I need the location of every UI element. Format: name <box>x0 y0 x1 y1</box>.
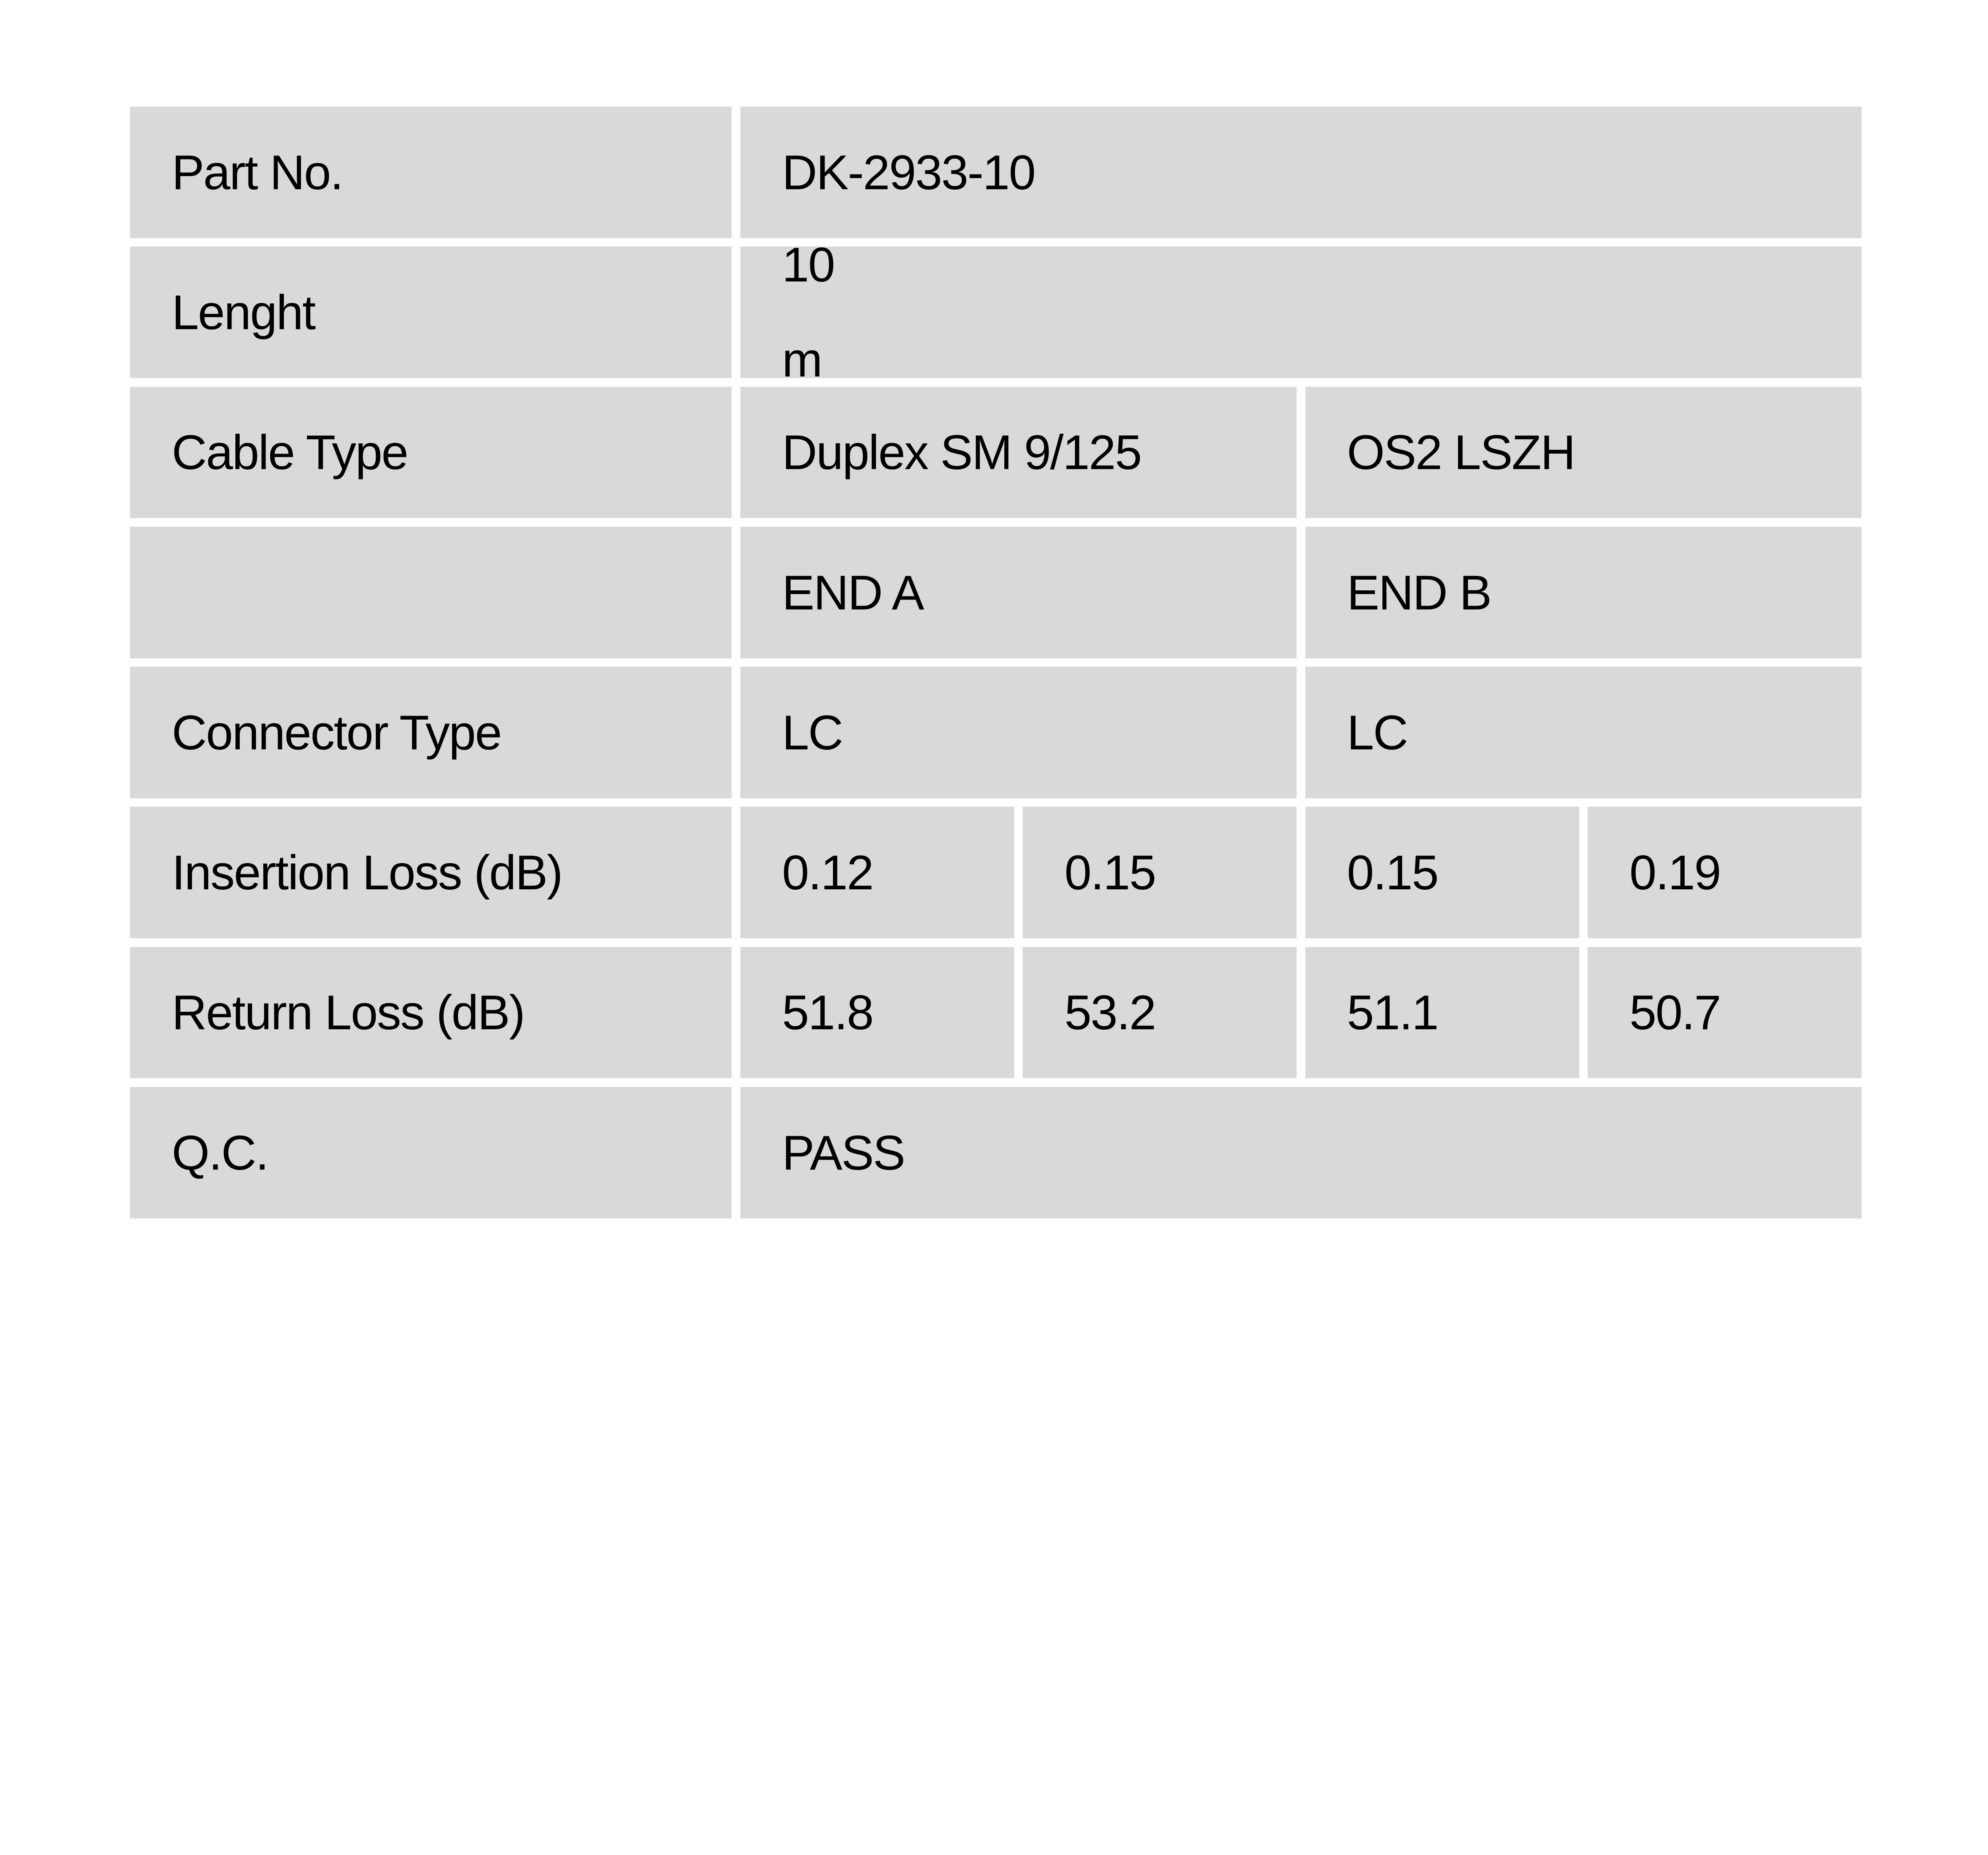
value-insertion-loss-b1: 0.15 <box>1305 807 1579 938</box>
spec-table: Part No. DK-2933-10 Lenght 10 m Cable Ty… <box>130 107 1862 1219</box>
label-qc: Q.C. <box>130 1087 732 1219</box>
label-connector-type: Connector Type <box>130 667 732 798</box>
label-cable-type: Cable Type <box>130 386 732 518</box>
value-part-no: DK-2933-10 <box>740 107 1862 238</box>
label-part-no: Part No. <box>130 107 732 238</box>
value-qc-status: PASS <box>740 1087 1862 1219</box>
value-connector-end-a: LC <box>740 667 1297 798</box>
value-return-loss-a1: 51.8 <box>740 947 1014 1079</box>
header-end-b: END B <box>1305 526 1862 658</box>
value-cable-type-left: Duplex SM 9/125 <box>740 386 1297 518</box>
value-insertion-loss-b2: 0.19 <box>1588 807 1862 938</box>
value-insertion-loss-a2: 0.15 <box>1023 807 1297 938</box>
label-return-loss: Return Loss (dB) <box>130 947 732 1079</box>
value-return-loss-b1: 51.1 <box>1305 947 1579 1079</box>
header-end-a: END A <box>740 526 1297 658</box>
value-insertion-loss-a1: 0.12 <box>740 807 1014 938</box>
label-length: Lenght <box>130 246 732 378</box>
value-cable-type-right: OS2 LSZH <box>1305 386 1862 518</box>
label-insertion-loss: Insertion Loss (dB) <box>130 807 732 938</box>
value-return-loss-b2: 50.7 <box>1588 947 1862 1079</box>
value-return-loss-a2: 53.2 <box>1023 947 1297 1079</box>
label-blank <box>130 526 732 658</box>
value-connector-end-b: LC <box>1305 667 1862 798</box>
value-length: 10 m <box>740 246 1862 378</box>
page-canvas: Part No. DK-2933-10 Lenght 10 m Cable Ty… <box>130 107 1862 1219</box>
